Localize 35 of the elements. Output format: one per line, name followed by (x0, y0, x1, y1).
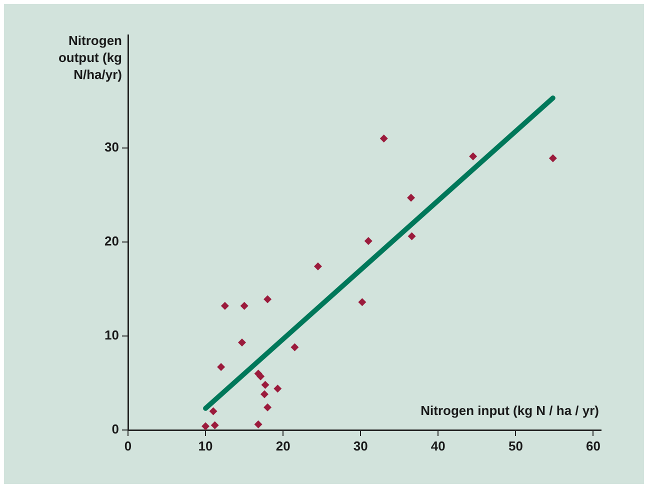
point (548, 154, 557, 162)
point (220, 302, 229, 310)
point (290, 343, 299, 352)
x-tick-label: 0 (124, 438, 132, 454)
point (202, 422, 210, 430)
point (264, 295, 272, 304)
point (260, 390, 268, 398)
point (240, 302, 248, 310)
point (217, 362, 226, 371)
x-tick-label: 10 (198, 438, 213, 454)
y-tick-label: 0 (112, 422, 119, 437)
point (364, 236, 372, 245)
point (264, 403, 272, 412)
x-tick-label: 50 (508, 438, 523, 454)
point (210, 421, 219, 430)
y-tick-label: 10 (104, 328, 119, 343)
point (274, 384, 282, 393)
point (380, 134, 388, 142)
y-tick-label: 20 (104, 233, 119, 248)
y-axis-title: Nitrogen output (kg N/ha/yr) (58, 33, 122, 82)
point (238, 338, 246, 347)
point (254, 420, 262, 428)
point (408, 232, 416, 240)
x-tick-label: 40 (430, 438, 446, 454)
point (358, 298, 366, 306)
point (314, 262, 322, 270)
y-tick-label: 30 (104, 139, 119, 154)
x-tick-label: 20 (276, 438, 290, 454)
x-tick-label: 30 (353, 438, 368, 454)
point (261, 380, 270, 389)
x-tick-label: 60 (586, 438, 600, 454)
point (209, 407, 218, 416)
point (407, 194, 416, 202)
point (469, 152, 478, 160)
x-axis-title: Nitrogen input (kg N / ha / yr) (420, 403, 599, 418)
